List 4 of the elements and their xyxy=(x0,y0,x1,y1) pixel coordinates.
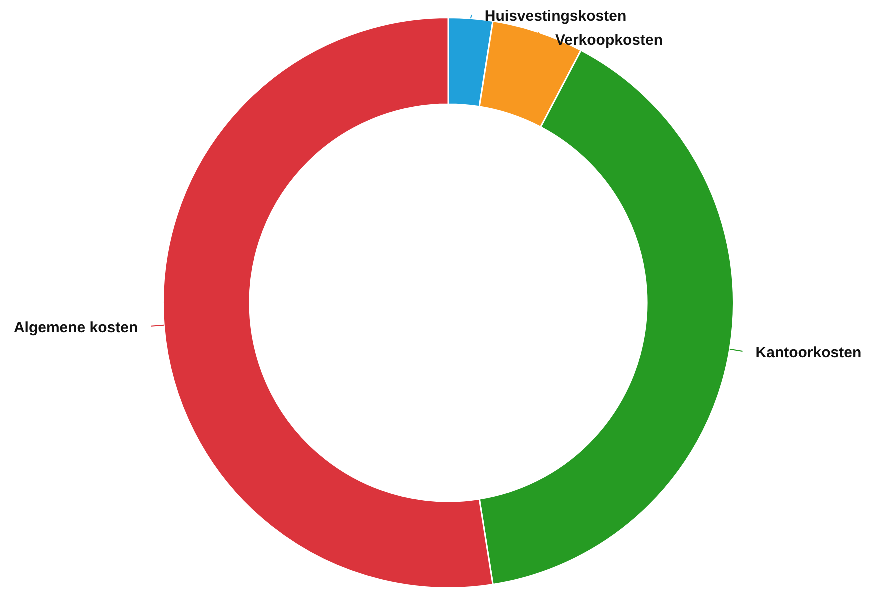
slice-label: Huisvestingskosten xyxy=(484,8,627,26)
slice-label: Verkoopkosten xyxy=(555,32,663,50)
slice-label: Kantoorkosten xyxy=(756,344,862,362)
slice-label: Algemene kosten xyxy=(14,320,138,337)
